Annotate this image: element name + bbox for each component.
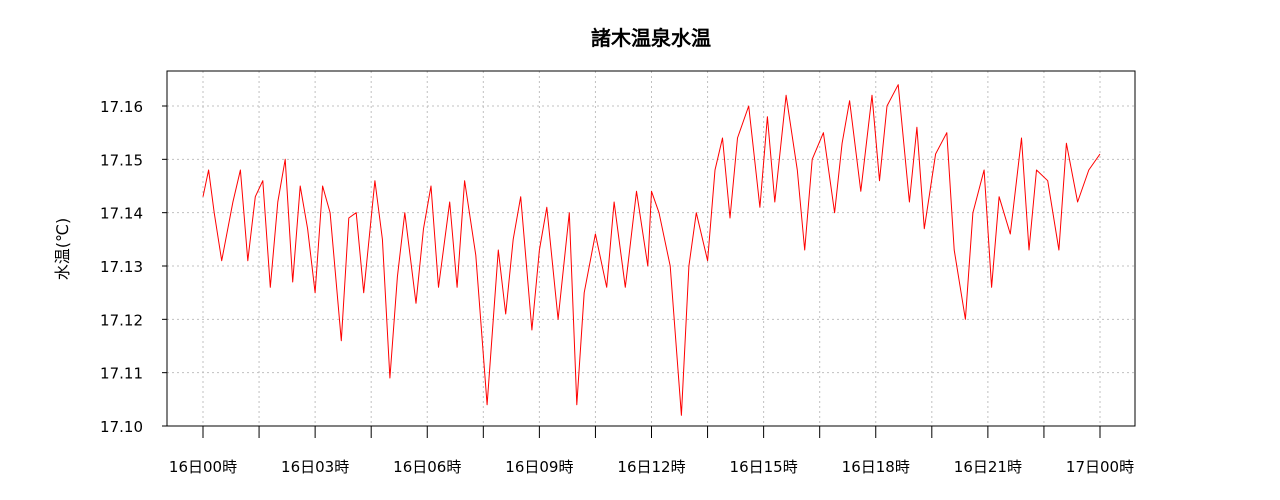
y-tick-label: 17.16: [100, 98, 143, 116]
y-tick-label: 17.10: [100, 418, 143, 436]
x-axis: 16日00時 16日03時 16日06時 16日09時 16日12時 16日15時 16日1…: [169, 426, 1134, 476]
y-tick-label: 17.14: [100, 205, 143, 223]
y-axis: 17.10 17.11 17.12 17.13 17.14 17.15 17.16: [100, 98, 167, 436]
y-tick-label: 17.15: [100, 151, 143, 169]
y-tick-label: 17.13: [100, 258, 143, 276]
x-tick-label: 16日06時: [393, 458, 461, 476]
plot-area: [202, 84, 1101, 416]
y-axis-label: 水温(℃): [53, 218, 72, 280]
x-tick-label: 16日18時: [842, 458, 910, 476]
x-tick-label: 16日09時: [505, 458, 573, 476]
x-tick-label: 16日21時: [954, 458, 1022, 476]
y-tick-label: 17.12: [100, 311, 143, 329]
x-tick-label: 16日03時: [281, 458, 349, 476]
x-tick-label: 16日00時: [169, 458, 237, 476]
y-tick-label: 17.11: [100, 365, 143, 383]
chart-title: 諸木温泉水温: [591, 26, 711, 50]
x-tick-label: 16日15時: [730, 458, 798, 476]
x-tick-label: 17日00時: [1066, 458, 1134, 476]
x-tick-label: 16日12時: [617, 458, 685, 476]
series-line: [202, 84, 1101, 416]
grid: [167, 71, 1135, 427]
